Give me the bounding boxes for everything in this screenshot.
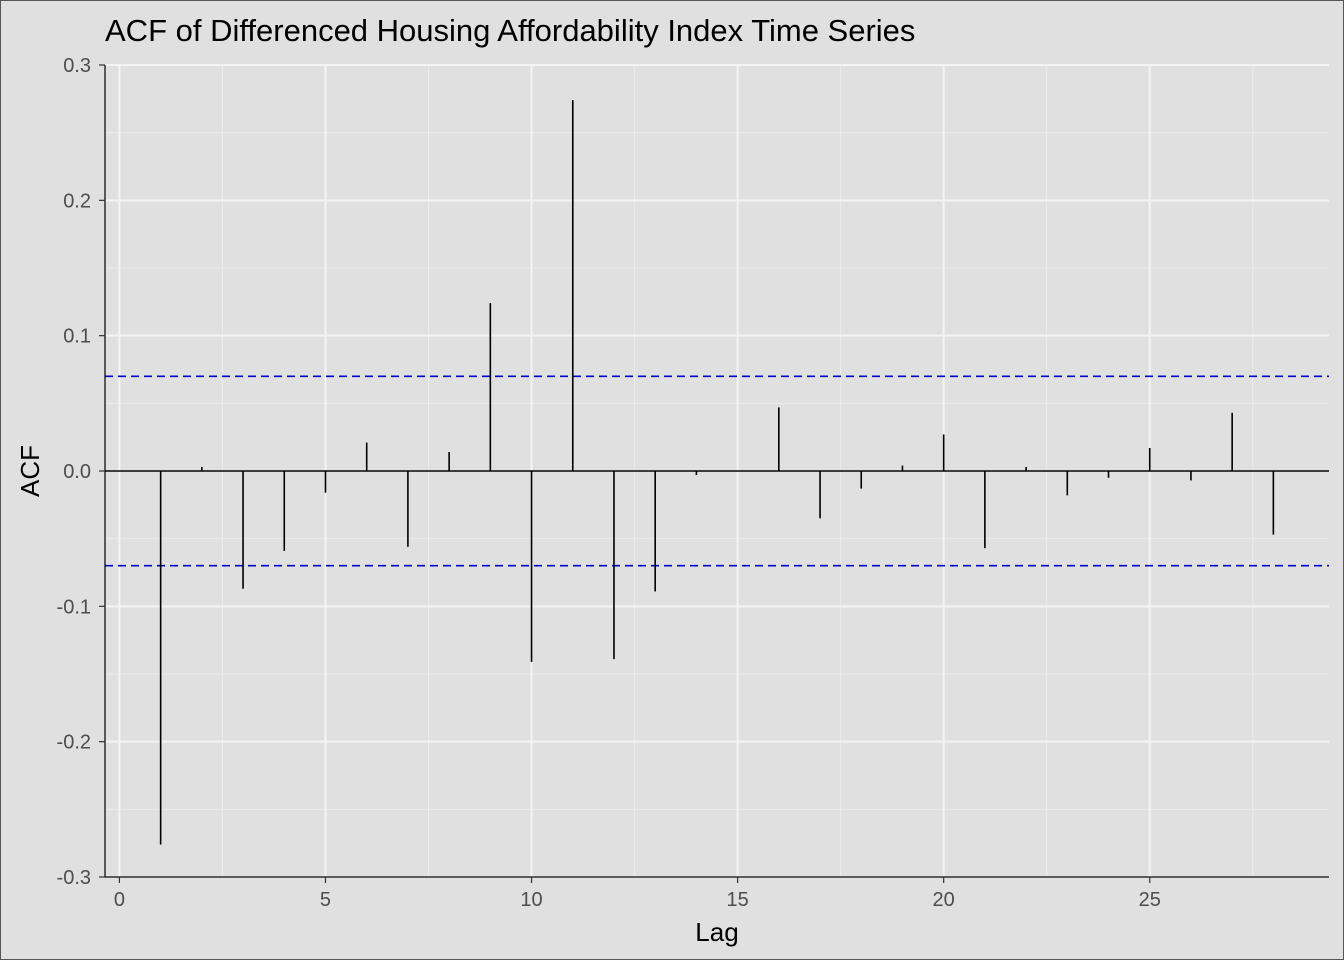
x-tick-label: 15 (726, 889, 748, 911)
x-tick-label: 20 (933, 889, 955, 911)
confidence-bounds (105, 375, 1329, 567)
y-tick-label: 0.3 (63, 55, 91, 77)
x-tick-label: 10 (520, 889, 542, 911)
x-ticks: 0 5 10 15 20 25 (114, 877, 1161, 911)
y-tick-label: 0.0 (63, 461, 91, 483)
x-tick-label: 25 (1139, 889, 1161, 911)
x-axis-title: Lag (695, 917, 738, 947)
y-axis-title: ACF (15, 445, 45, 497)
y-tick-label: -0.2 (57, 732, 91, 754)
y-tick-label: -0.1 (57, 596, 91, 618)
acf-bars (159, 100, 1275, 845)
y-ticks: -0.3 -0.2 -0.1 0.0 0.1 0.2 0.3 (57, 55, 105, 889)
y-tick-label: -0.3 (57, 867, 91, 889)
x-tick-label: 0 (114, 889, 125, 911)
x-tick-label: 5 (320, 889, 331, 911)
chart-title: ACF of Differenced Housing Affordability… (105, 13, 915, 48)
y-tick-label: 0.1 (63, 326, 91, 348)
y-tick-label: 0.2 (63, 190, 91, 212)
